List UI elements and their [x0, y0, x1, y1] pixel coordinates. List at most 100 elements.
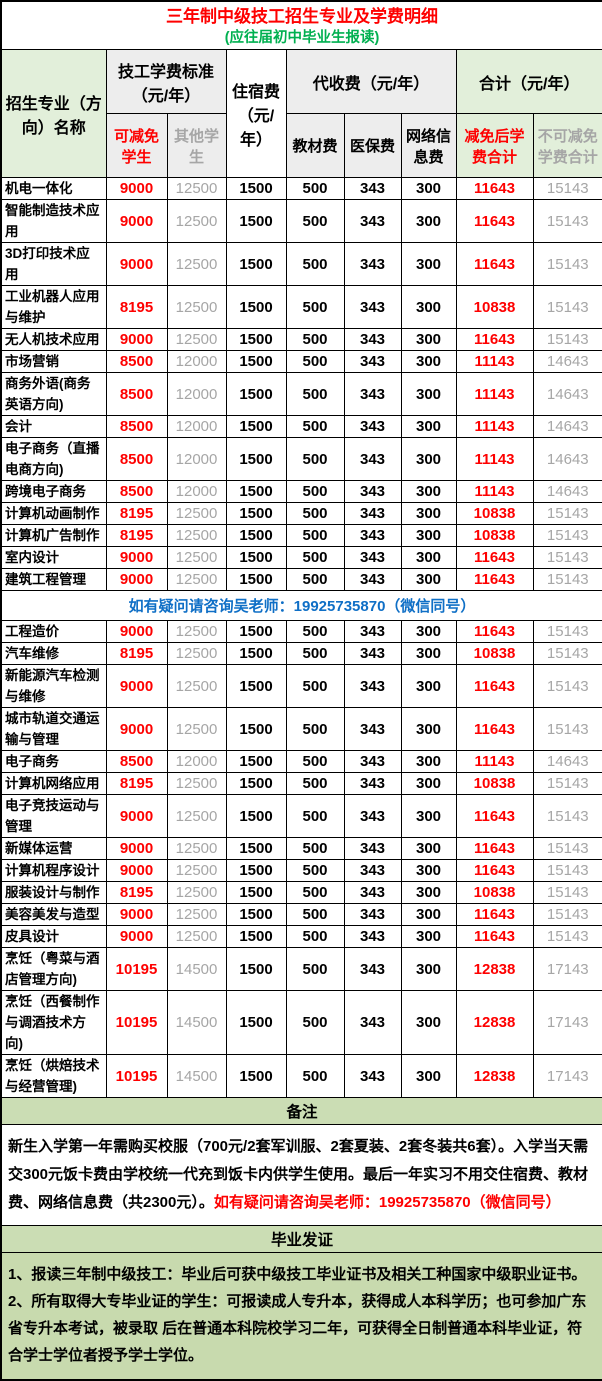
network-cell: 300: [400, 285, 457, 329]
total-full-cell: 15143: [532, 837, 602, 860]
table-row: 智能制造技术应用 9000 12500 1500 500 343 300 11643 15143: [0, 199, 602, 243]
textbook-cell: 500: [285, 242, 345, 286]
fee-reduced-cell: 9000: [105, 837, 168, 860]
total-reduced-cell: 12838: [455, 947, 534, 991]
textbook-cell: 500: [285, 568, 345, 591]
total-full-cell: 15143: [532, 502, 602, 525]
insurance-cell: 343: [343, 524, 402, 547]
total-full-cell: 15143: [532, 881, 602, 904]
textbook-cell: 500: [285, 990, 345, 1055]
major-name-cell: 市场营销: [0, 350, 107, 373]
fee-other-cell: 12000: [166, 480, 227, 503]
table-row: 皮具设计 9000 12500 1500 500 343 300 11643 15143: [0, 925, 602, 948]
textbook-cell: 500: [285, 947, 345, 991]
major-name-cell: 美容美发与造型: [0, 903, 107, 926]
table-row: 工程造价 9000 12500 1500 500 343 300 11643 15143: [0, 620, 602, 643]
contact-row: 如有疑问请咨询吴老师：19925735870（微信同号）: [0, 590, 602, 621]
accommodation-cell: 1500: [225, 350, 287, 373]
fee-reduced-cell: 8195: [105, 772, 168, 795]
accommodation-cell: 1500: [225, 859, 287, 882]
total-reduced-cell: 11643: [455, 794, 534, 838]
textbook-cell: 500: [285, 859, 345, 882]
textbook-cell: 500: [285, 372, 345, 416]
remarks-band-row: 备注: [0, 1097, 602, 1125]
total-full-cell: 15143: [532, 285, 602, 329]
col-header-textbook: 教材费: [285, 113, 345, 178]
table-row: 烹饪（西餐制作与调酒技术方向) 10195 14500 1500 500 343 300 12…: [0, 990, 602, 1055]
major-name-cell: 工业机器人应用与维护: [0, 285, 107, 329]
fee-reduced-cell: 9000: [105, 707, 168, 751]
insurance-cell: 343: [343, 794, 402, 838]
table-row: 计算机广告制作 8195 12500 1500 500 343 300 10838 15143: [0, 524, 602, 547]
accommodation-cell: 1500: [225, 437, 287, 481]
table-row: 3D打印技术应用 9000 12500 1500 500 343 300 11643 15143: [0, 242, 602, 286]
table-row: 无人机技术应用 9000 12500 1500 500 343 300 11643 15143: [0, 328, 602, 351]
total-full-cell: 14643: [532, 415, 602, 438]
insurance-cell: 343: [343, 546, 402, 569]
col-header-network: 网络信息费: [400, 113, 457, 178]
table-row: 服装设计与制作 8195 12500 1500 500 343 300 10838 15143: [0, 881, 602, 904]
fee-other-cell: 12500: [166, 502, 227, 525]
textbook-cell: 500: [285, 177, 345, 200]
table-row: 计算机网络应用 8195 12500 1500 500 343 300 10838 15143: [0, 772, 602, 795]
major-name-cell: 工程造价: [0, 620, 107, 643]
total-full-cell: 15143: [532, 620, 602, 643]
insurance-cell: 343: [343, 859, 402, 882]
accommodation-cell: 1500: [225, 903, 287, 926]
total-full-cell: 15143: [532, 707, 602, 751]
textbook-cell: 500: [285, 664, 345, 708]
accommodation-cell: 1500: [225, 925, 287, 948]
fee-reduced-cell: 9000: [105, 328, 168, 351]
col-header-insurance: 医保费: [343, 113, 402, 178]
majors-section-2: 工程造价 9000 12500 1500 500 343 300 11643 15143 汽车维修…: [0, 620, 602, 1098]
textbook-cell: 500: [285, 285, 345, 329]
fee-other-cell: 12000: [166, 372, 227, 416]
network-cell: 300: [400, 350, 457, 373]
textbook-cell: 500: [285, 750, 345, 773]
total-full-cell: 14643: [532, 372, 602, 416]
total-reduced-cell: 11143: [455, 350, 534, 373]
textbook-cell: 500: [285, 328, 345, 351]
insurance-cell: 343: [343, 285, 402, 329]
fee-reduced-cell: 8500: [105, 480, 168, 503]
accommodation-cell: 1500: [225, 415, 287, 438]
total-reduced-cell: 11643: [455, 620, 534, 643]
total-full-cell: 17143: [532, 1054, 602, 1098]
accommodation-cell: 1500: [225, 642, 287, 665]
fee-other-cell: 12500: [166, 794, 227, 838]
textbook-cell: 500: [285, 1054, 345, 1098]
fee-other-cell: 12500: [166, 524, 227, 547]
network-cell: 300: [400, 772, 457, 795]
total-full-cell: 15143: [532, 903, 602, 926]
fee-other-cell: 12500: [166, 199, 227, 243]
table-row: 电子竞技运动与管理 9000 12500 1500 500 343 300 11643 1514…: [0, 794, 602, 838]
major-name-cell: 电子商务（直播电商方向): [0, 437, 107, 481]
table-row: 美容美发与造型 9000 12500 1500 500 343 300 11643 15143: [0, 903, 602, 926]
total-full-cell: 15143: [532, 328, 602, 351]
accommodation-cell: 1500: [225, 199, 287, 243]
fee-other-cell: 12000: [166, 350, 227, 373]
graduation-label: 毕业发证: [0, 1225, 602, 1253]
fee-other-cell: 12500: [166, 177, 227, 200]
textbook-cell: 500: [285, 480, 345, 503]
fee-reduced-cell: 9000: [105, 620, 168, 643]
fee-reduced-cell: 8500: [105, 372, 168, 416]
fee-reduced-cell: 8195: [105, 642, 168, 665]
total-full-cell: 15143: [532, 568, 602, 591]
total-reduced-cell: 11643: [455, 199, 534, 243]
network-cell: 300: [400, 415, 457, 438]
insurance-cell: 343: [343, 502, 402, 525]
table-row: 电子商务（直播电商方向) 8500 12000 1500 500 343 300 11143 1…: [0, 437, 602, 481]
accommodation-cell: 1500: [225, 881, 287, 904]
total-reduced-cell: 10838: [455, 285, 534, 329]
network-cell: 300: [400, 177, 457, 200]
insurance-cell: 343: [343, 620, 402, 643]
textbook-cell: 500: [285, 199, 345, 243]
fee-reduced-cell: 10195: [105, 947, 168, 991]
accommodation-cell: 1500: [225, 837, 287, 860]
graduation-body: 1、报读三年制中级技工：毕业后可获中级技工毕业证书及相关工种国家中级职业证书。 …: [0, 1252, 602, 1381]
network-cell: 300: [400, 546, 457, 569]
total-full-cell: 15143: [532, 199, 602, 243]
